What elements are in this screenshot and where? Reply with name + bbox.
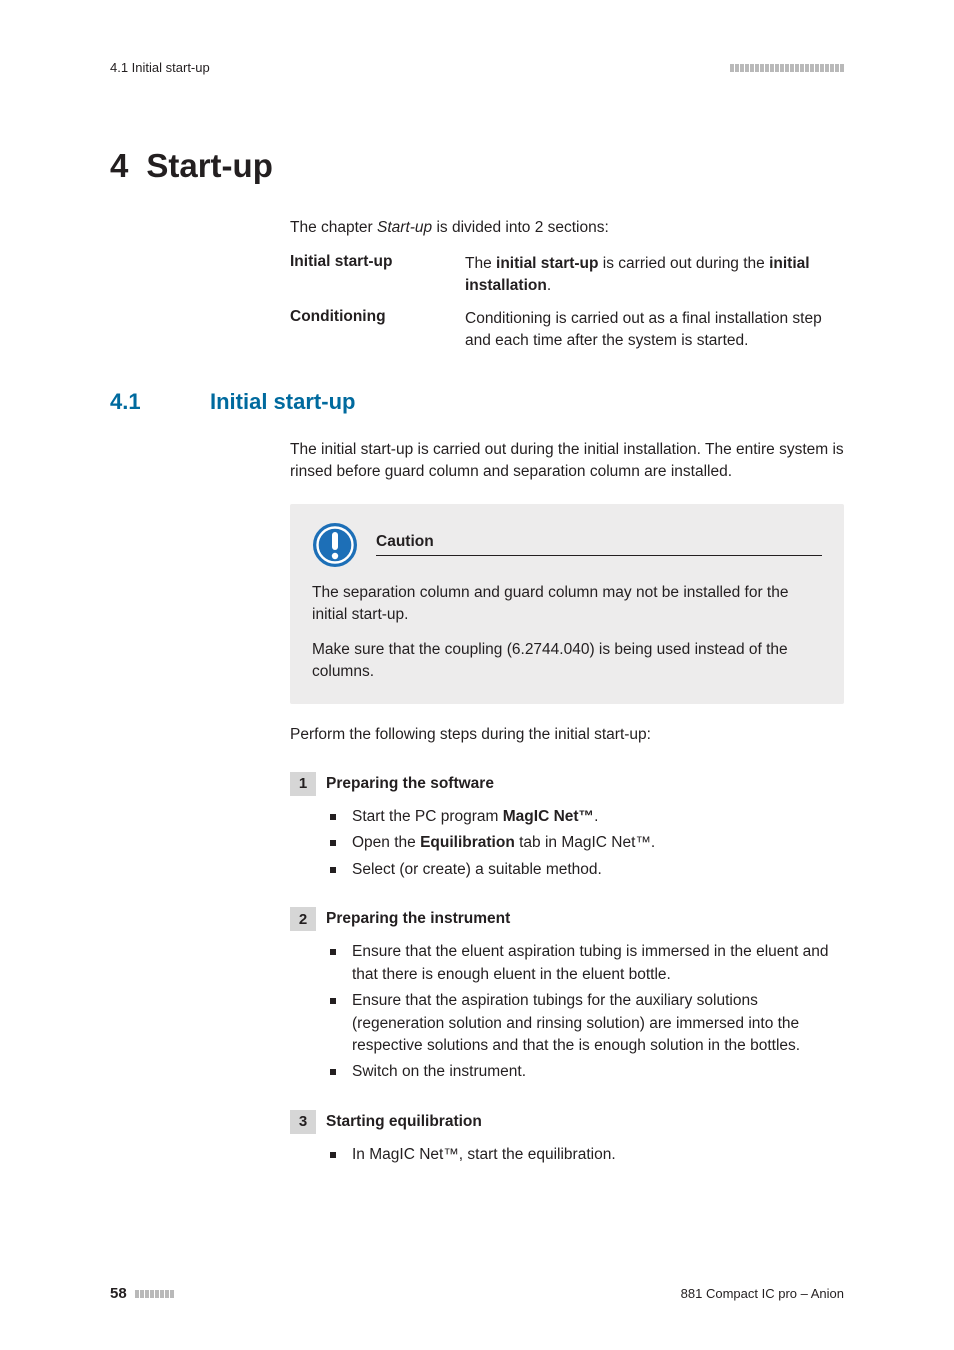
definition-list: Initial start-up The initial start-up is… xyxy=(290,253,844,353)
running-header: 4.1 Initial start-up xyxy=(110,60,844,75)
definition-desc: Conditioning is carried out as a final i… xyxy=(465,308,844,353)
definition-row: Conditioning Conditioning is carried out… xyxy=(290,308,844,353)
section-name: Initial start-up xyxy=(210,389,355,414)
step-items: In MagIC Net™, start the equilibration. xyxy=(290,1144,844,1166)
step: 1 Preparing the software Start the PC pr… xyxy=(290,772,844,881)
page-number: 58 xyxy=(110,1285,174,1302)
chapter-name: Start-up xyxy=(146,147,273,184)
section-number: 4.1 xyxy=(110,389,210,415)
definition-term: Initial start-up xyxy=(290,253,465,298)
list-item: Ensure that the eluent aspiration tubing… xyxy=(330,941,844,986)
step-number: 3 xyxy=(290,1110,316,1134)
caution-label: Caution xyxy=(376,533,822,556)
section-intro: The initial start-up is carried out duri… xyxy=(290,439,844,484)
caution-icon xyxy=(312,522,358,568)
step-number: 2 xyxy=(290,907,316,931)
footer-ticks xyxy=(135,1290,174,1298)
definition-term: Conditioning xyxy=(290,308,465,353)
chapter-title: 4 Start-up xyxy=(110,147,844,185)
caution-text: The separation column and guard column m… xyxy=(312,582,822,627)
step-title: Starting equilibration xyxy=(316,1110,482,1134)
document-name: 881 Compact IC pro – Anion xyxy=(681,1286,844,1301)
running-header-left: 4.1 Initial start-up xyxy=(110,60,210,75)
list-item: Switch on the instrument. xyxy=(330,1061,844,1083)
list-item: Start the PC program MagIC Net™. xyxy=(330,806,844,828)
step-items: Start the PC program MagIC Net™. Open th… xyxy=(290,806,844,881)
list-item: Select (or create) a suitable method. xyxy=(330,859,844,881)
perform-text: Perform the following steps during the i… xyxy=(290,726,844,744)
chapter-intro: The chapter Start-up is divided into 2 s… xyxy=(290,219,844,237)
chapter-number: 4 xyxy=(110,147,128,184)
page-footer: 58 881 Compact IC pro – Anion xyxy=(110,1285,844,1302)
section-title: 4.1Initial start-up xyxy=(110,389,844,415)
list-item: Open the Equilibration tab in MagIC Net™… xyxy=(330,832,844,854)
header-ticks xyxy=(730,64,844,72)
step-title: Preparing the instrument xyxy=(316,907,510,931)
step-items: Ensure that the eluent aspiration tubing… xyxy=(290,941,844,1084)
step-number: 1 xyxy=(290,772,316,796)
caution-text: Make sure that the coupling (6.2744.040)… xyxy=(312,639,822,684)
caution-callout: Caution The separation column and guard … xyxy=(290,504,844,704)
definition-row: Initial start-up The initial start-up is… xyxy=(290,253,844,298)
list-item: Ensure that the aspiration tubings for t… xyxy=(330,990,844,1057)
step: 3 Starting equilibration In MagIC Net™, … xyxy=(290,1110,844,1166)
list-item: In MagIC Net™, start the equilibration. xyxy=(330,1144,844,1166)
step: 2 Preparing the instrument Ensure that t… xyxy=(290,907,844,1084)
definition-desc: The initial start-up is carried out duri… xyxy=(465,253,844,298)
step-title: Preparing the software xyxy=(316,772,494,796)
